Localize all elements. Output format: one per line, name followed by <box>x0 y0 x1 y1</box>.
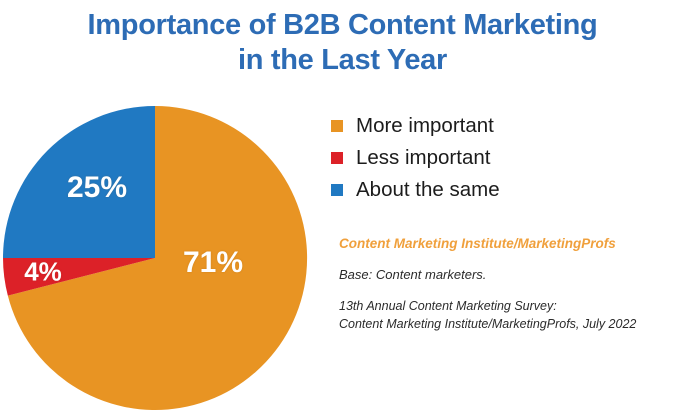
pie-label-about-the-same: 25% <box>66 171 128 204</box>
legend: More important Less important About the … <box>331 110 631 206</box>
square-swatch-icon <box>331 120 343 132</box>
source-attribution: Content Marketing Institute/MarketingPro… <box>339 236 679 334</box>
source-base: Base: Content marketers. <box>339 267 487 282</box>
pie-slice-about-the-same[interactable] <box>3 106 155 258</box>
pie-label-less-important: 4% <box>24 256 62 287</box>
page-title: Importance of B2B Content Marketing in t… <box>0 8 685 79</box>
page-title-line-1: Importance of B2B Content Marketing <box>87 9 598 41</box>
legend-item-less-important[interactable]: Less important <box>331 142 631 174</box>
square-swatch-icon <box>331 184 343 196</box>
source-survey-line-2: Content Marketing Institute/MarketingPro… <box>339 316 637 331</box>
source-survey-line-1: 13th Annual Content Marketing Survey: <box>339 299 557 313</box>
pie-chart: 71% 4% 25% <box>0 100 320 416</box>
legend-label: About the same <box>356 177 500 201</box>
source-survey: 13th Annual Content Marketing Survey: Co… <box>339 298 679 334</box>
page-title-line-2: in the Last Year <box>237 44 448 77</box>
source-organization: Content Marketing Institute/MarketingPro… <box>339 236 616 251</box>
pie-slice-more-important[interactable] <box>7 105 308 410</box>
legend-label: Less important <box>356 145 491 169</box>
square-swatch-icon <box>331 152 343 164</box>
pie-slice-less-important[interactable] <box>3 258 155 296</box>
legend-item-about-the-same[interactable]: About the same <box>331 174 631 206</box>
pie-label-more-important: 71% <box>182 246 244 279</box>
legend-label: More important <box>356 113 494 137</box>
pie-chart-svg <box>3 105 308 410</box>
legend-item-more-important[interactable]: More important <box>331 110 631 142</box>
